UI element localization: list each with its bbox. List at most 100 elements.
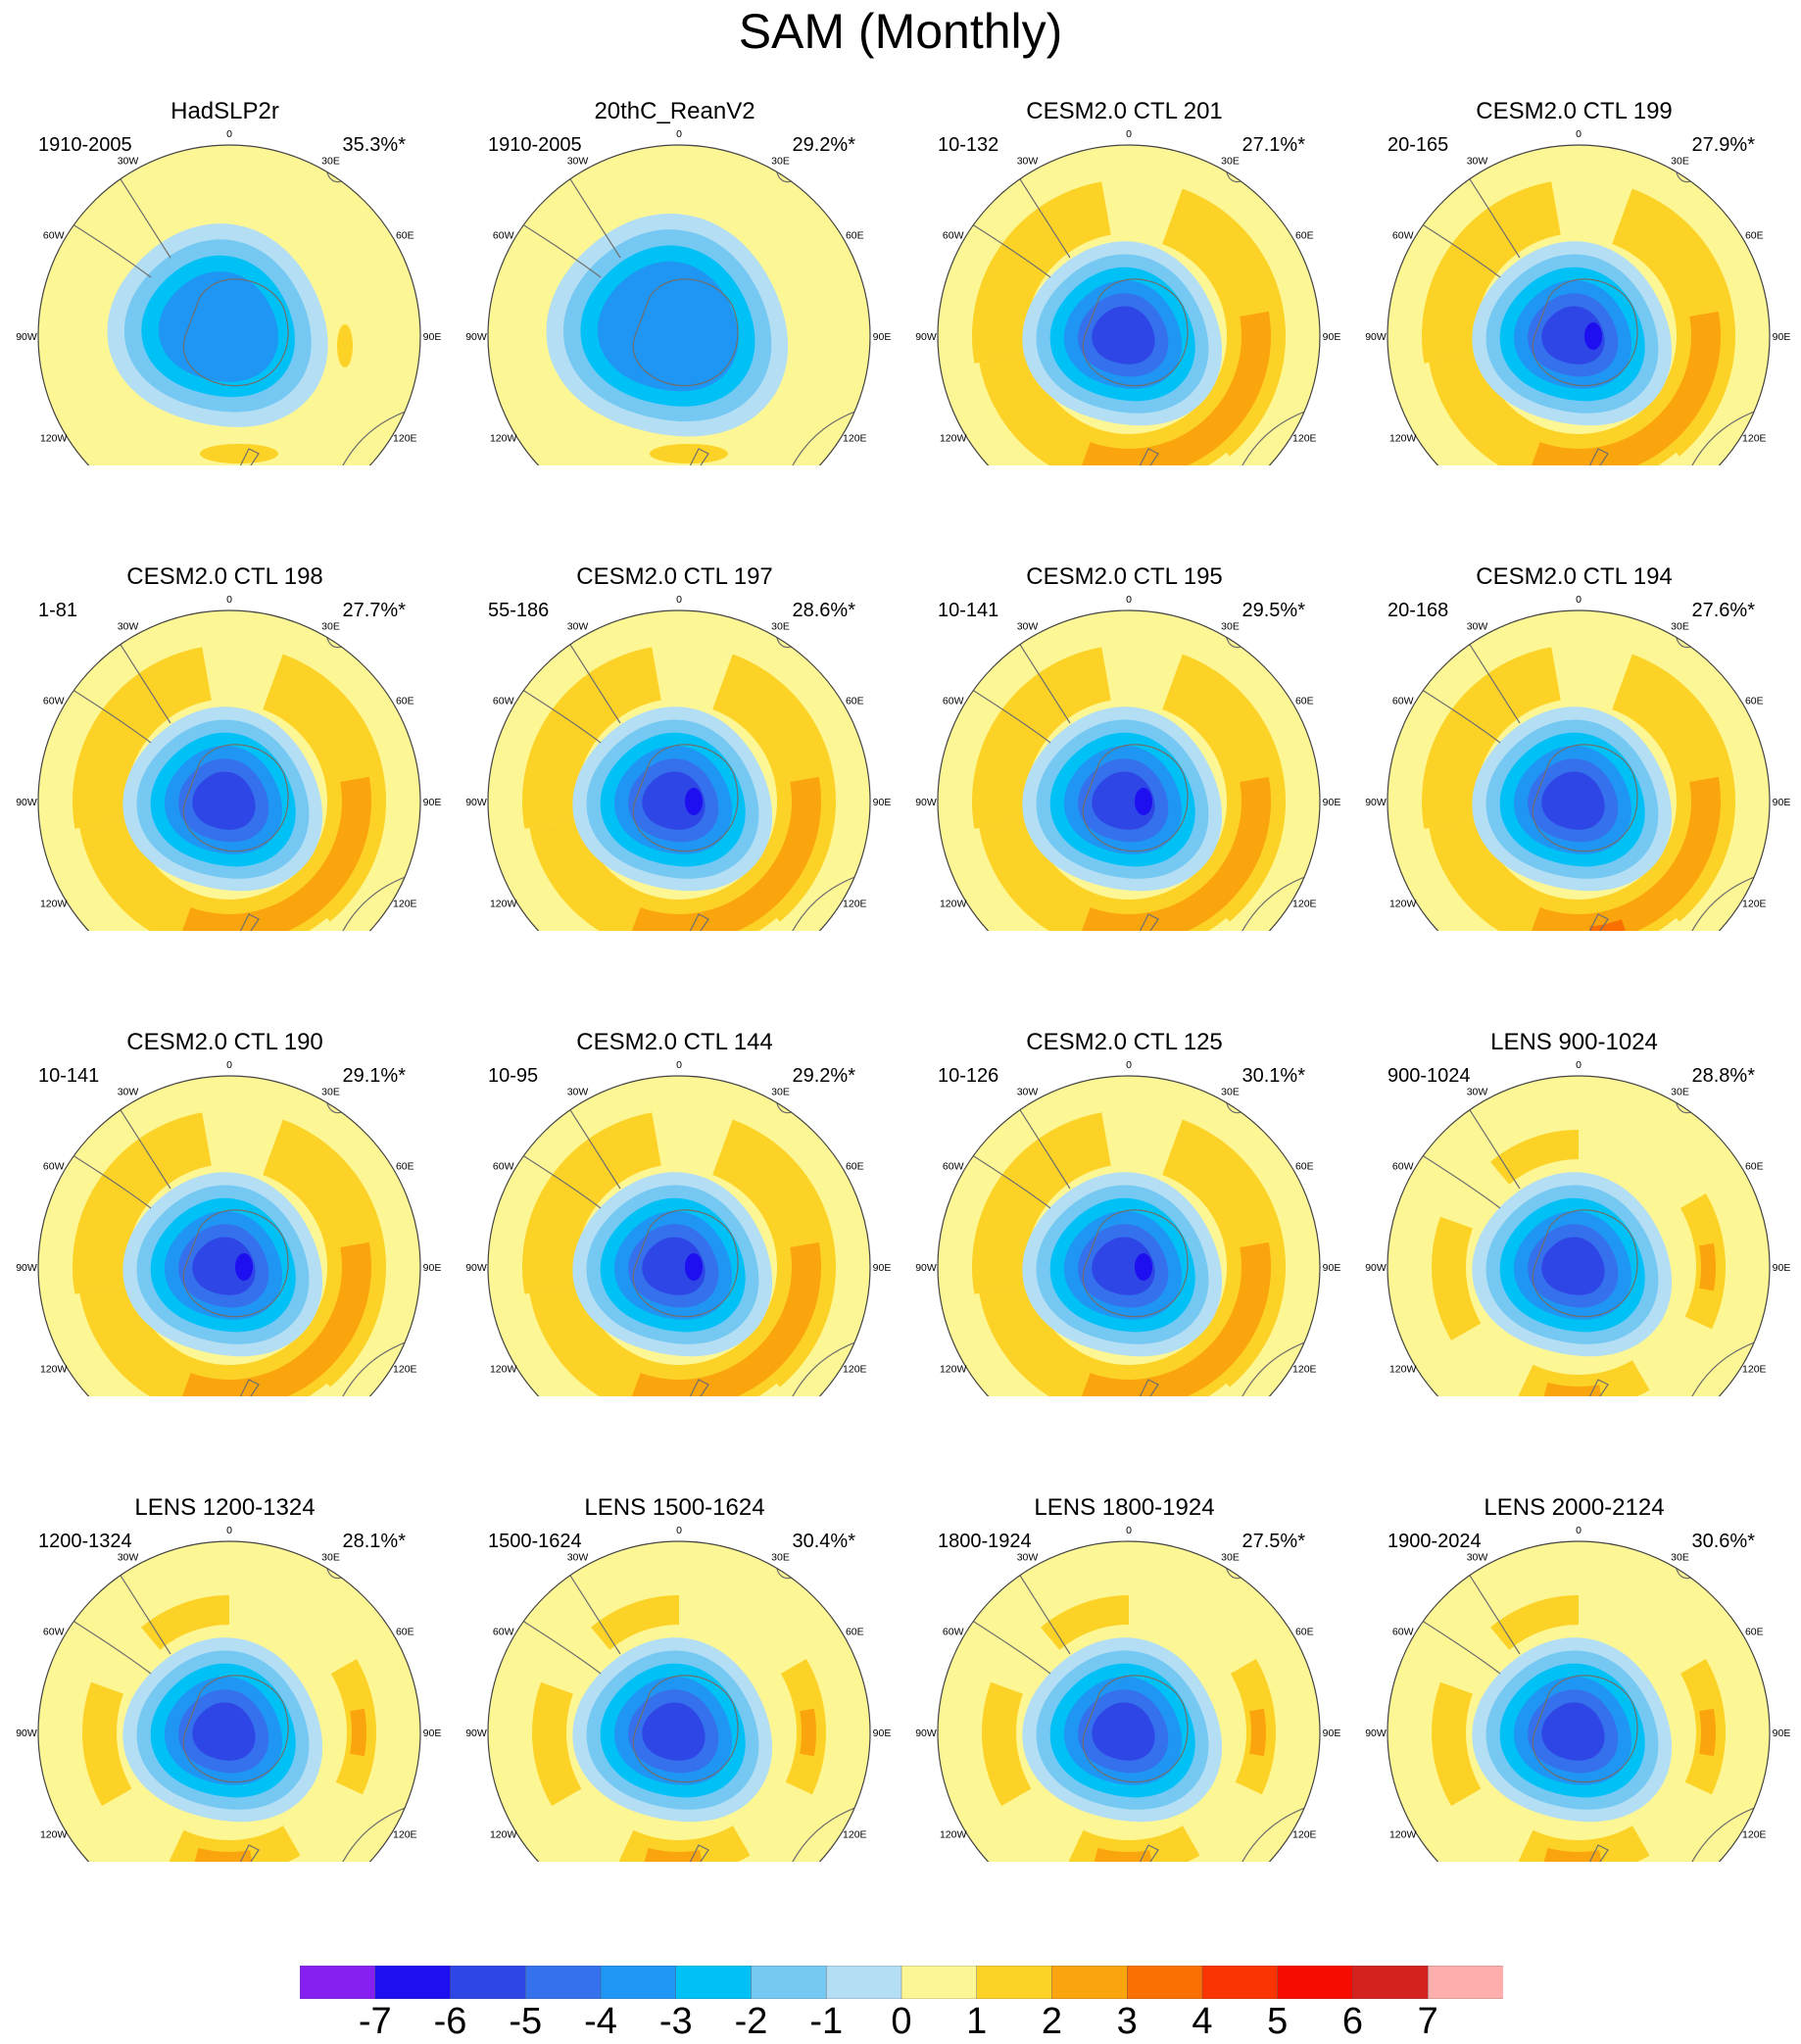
negative-contour	[642, 771, 706, 830]
colorbar-label: -7	[358, 2001, 392, 2042]
longitude-label: 120E	[393, 899, 417, 910]
colorbar-label: -3	[658, 2001, 693, 2042]
longitude-label: 30W	[1467, 621, 1488, 633]
longitude-label: 30E	[321, 156, 340, 168]
polar-map: 030E60E90E120E150E180150W120W90W60W30W	[915, 1525, 1340, 1862]
colorbar-swatch	[1352, 1965, 1429, 2000]
panel-period: 10-126	[938, 1065, 999, 1087]
negative-contour	[1092, 771, 1155, 830]
longitude-label: 120W	[490, 433, 517, 445]
map-field	[38, 1076, 420, 1396]
map-field	[938, 1076, 1320, 1396]
longitude-label: 120W	[1389, 1364, 1417, 1376]
positive-lobe	[650, 444, 728, 463]
longitude-label: 0	[226, 594, 232, 606]
negative-contour	[192, 771, 256, 830]
panel-variance: 28.6%*	[792, 600, 856, 621]
antarctica-coastline	[632, 744, 739, 852]
polar-map: 030E60E90E120E150E180150W120W90W60W30W	[16, 594, 441, 931]
polar-map: 030E60E90E120E150E180150W120W90W60W30W	[915, 594, 1340, 931]
colorbar-label: 5	[1267, 2001, 1289, 2042]
map-panel: LENS 1800-1924 1800-1924 27.5%* 0 30E 60E 90E 1…	[900, 1396, 1349, 1862]
longitude-label: 120E	[1292, 1829, 1317, 1841]
map-panel: LENS 1200-1324 1200-1324 28.1%* 0 30E 60E 90E 1…	[0, 1396, 450, 1862]
longitude-label: 30W	[1467, 1552, 1488, 1564]
new-zealand-coastline	[1582, 1379, 1610, 1396]
longitude-label: 30W	[1017, 156, 1039, 168]
colorbar-label: 1	[966, 2001, 988, 2042]
australia-coastline	[316, 1335, 420, 1396]
positive-ring	[972, 647, 1111, 829]
panel-period: 20-165	[1387, 134, 1449, 156]
positive-lobe	[532, 1681, 582, 1806]
panel-period: 10-141	[938, 600, 999, 621]
map-panel: CESM2.0 CTL 199 20-165 27.9%* 0 30E 60E 90E 120…	[1349, 0, 1799, 465]
positive-core	[643, 1847, 704, 1862]
antarctica-coastline	[632, 278, 739, 387]
australia-coastline	[766, 1800, 870, 1862]
colorbar-label: 6	[1341, 2001, 1364, 2042]
longitude-label: 60E	[396, 1161, 414, 1173]
new-zealand-coastline	[1582, 913, 1610, 931]
negative-contour	[1092, 1702, 1155, 1761]
longitude-label: 60W	[43, 1161, 65, 1173]
panel-variance: 28.8%*	[1691, 1065, 1756, 1087]
positive-core	[1530, 311, 1721, 465]
negative-peak	[685, 1253, 703, 1281]
negative-contour	[1092, 306, 1155, 365]
panel-title: CESM2.0 CTL 198	[126, 563, 323, 590]
new-zealand-coastline	[1132, 913, 1160, 931]
longitude-label: 90W	[16, 1262, 37, 1274]
map-rim	[37, 609, 421, 931]
longitude-label: 0	[676, 594, 682, 606]
longitude-label: 90E	[1773, 1262, 1791, 1274]
panel-variance: 29.1%*	[342, 1065, 407, 1087]
longitude-label: 0	[1576, 128, 1582, 140]
antarctica-coastline	[1082, 1675, 1189, 1783]
longitude-label: 120W	[40, 1829, 68, 1841]
map-field	[488, 1076, 870, 1396]
colorbar-label: -4	[584, 2001, 617, 2042]
longitude-label: 30W	[1467, 1087, 1488, 1098]
longitude-label: 120W	[40, 433, 68, 445]
negative-peak	[235, 1253, 253, 1281]
longitude-label: 90E	[1773, 331, 1791, 343]
positive-lobe	[1432, 1681, 1482, 1806]
panel-variance: 29.2%*	[792, 1065, 856, 1087]
positive-ring	[972, 181, 1111, 364]
new-zealand-coastline	[1132, 1379, 1160, 1396]
longitude-label: 30E	[771, 621, 790, 633]
longitude-label: 60E	[396, 230, 414, 242]
panel-title: CESM2.0 CTL 199	[1476, 98, 1673, 124]
positive-lobe	[141, 1595, 229, 1650]
longitude-label: 60E	[396, 1627, 414, 1638]
colorbar-label: 4	[1192, 2001, 1213, 2042]
map-panel: CESM2.0 CTL 125 10-126 30.1%* 0 30E 60E 90E 120…	[900, 931, 1349, 1396]
longitude-label: 120W	[1389, 899, 1417, 910]
australia-coastline	[766, 404, 870, 465]
map-field	[1387, 1076, 1770, 1396]
map-field	[938, 1541, 1320, 1862]
negative-contour	[1092, 1237, 1155, 1295]
australia-coastline	[1666, 1335, 1770, 1396]
longitude-label: 90W	[465, 331, 487, 343]
polar-map: 030E60E90E120E150E180150W120W90W60W30W	[915, 1059, 1341, 1396]
longitude-label: 90E	[1323, 1262, 1341, 1274]
longitude-label: 0	[1576, 1525, 1582, 1536]
panel-variance: 27.7%*	[342, 600, 407, 621]
new-zealand-coastline	[682, 1379, 710, 1396]
colorbar-label: 7	[1417, 2001, 1438, 2042]
antarctica-coastline	[1082, 1209, 1189, 1318]
australia-coastline	[1216, 1800, 1320, 1862]
positive-ring	[972, 1112, 1111, 1294]
positive-ring	[1422, 181, 1561, 364]
longitude-label: 60W	[43, 230, 65, 242]
map-rim	[1387, 609, 1771, 931]
panel-period: 10-141	[38, 1065, 100, 1087]
positive-core	[350, 1708, 366, 1757]
longitude-label: 90E	[1773, 797, 1791, 808]
negative-contour	[192, 1702, 256, 1761]
polar-map: 030E60E90E120E150E180150W120W90W60W30W	[1365, 1059, 1791, 1396]
longitude-label: 30W	[1017, 1087, 1039, 1098]
longitude-label: 60W	[493, 696, 514, 707]
